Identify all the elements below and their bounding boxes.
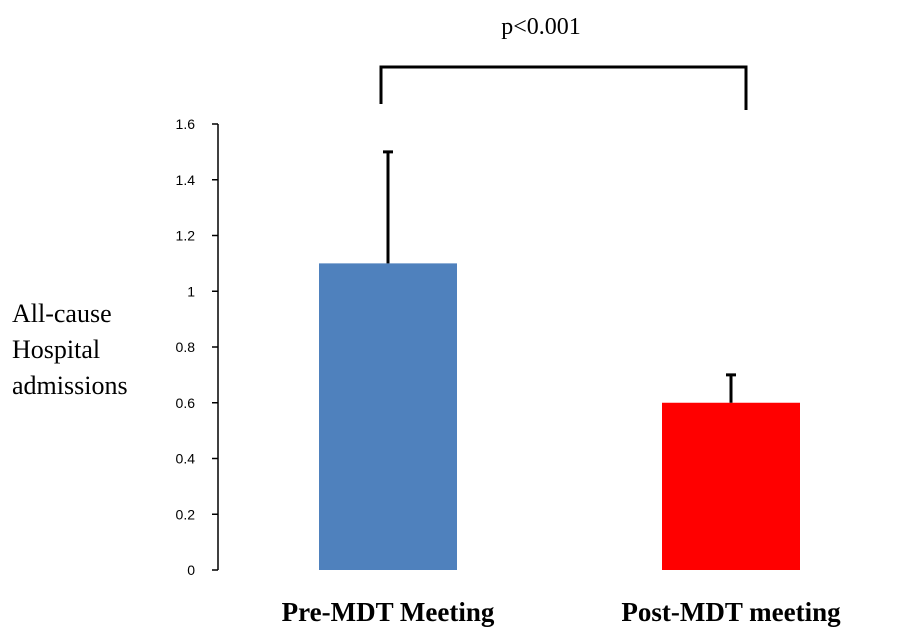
y-tick-label: 0.8 xyxy=(176,339,196,355)
bar xyxy=(662,402,800,570)
y-axis-ticks: 0 0.2 0.4 0.6 0.8 1 1.2 1.4 1.6 xyxy=(176,116,218,578)
x-category-label: Pre-MDT Meeting xyxy=(282,597,495,627)
y-tick-label: 0.6 xyxy=(176,395,196,411)
bars xyxy=(319,263,800,570)
y-tick-label: 1.6 xyxy=(176,116,196,132)
y-tick-label: 0.4 xyxy=(176,451,196,467)
x-category-label: Post-MDT meeting xyxy=(621,597,841,627)
y-axis-label: All-cause Hospital admissions xyxy=(12,299,128,400)
y-axis-label-line: Hospital xyxy=(12,335,100,364)
y-tick-label: 1 xyxy=(187,283,195,299)
y-tick-label: 1.4 xyxy=(176,172,196,188)
p-value-annotation: p<0.001 xyxy=(501,14,581,40)
x-axis-categories: Pre-MDT Meeting Post-MDT meeting xyxy=(282,597,841,627)
y-tick-label: 0.2 xyxy=(176,506,196,522)
y-tick-label: 0 xyxy=(187,562,195,578)
y-tick-label: 1.2 xyxy=(176,228,196,244)
bar xyxy=(319,263,457,570)
significance-bracket xyxy=(379,65,748,110)
y-axis-label-line: All-cause xyxy=(12,299,112,328)
y-axis-label-line: admissions xyxy=(12,371,128,400)
error-bars xyxy=(383,150,736,403)
